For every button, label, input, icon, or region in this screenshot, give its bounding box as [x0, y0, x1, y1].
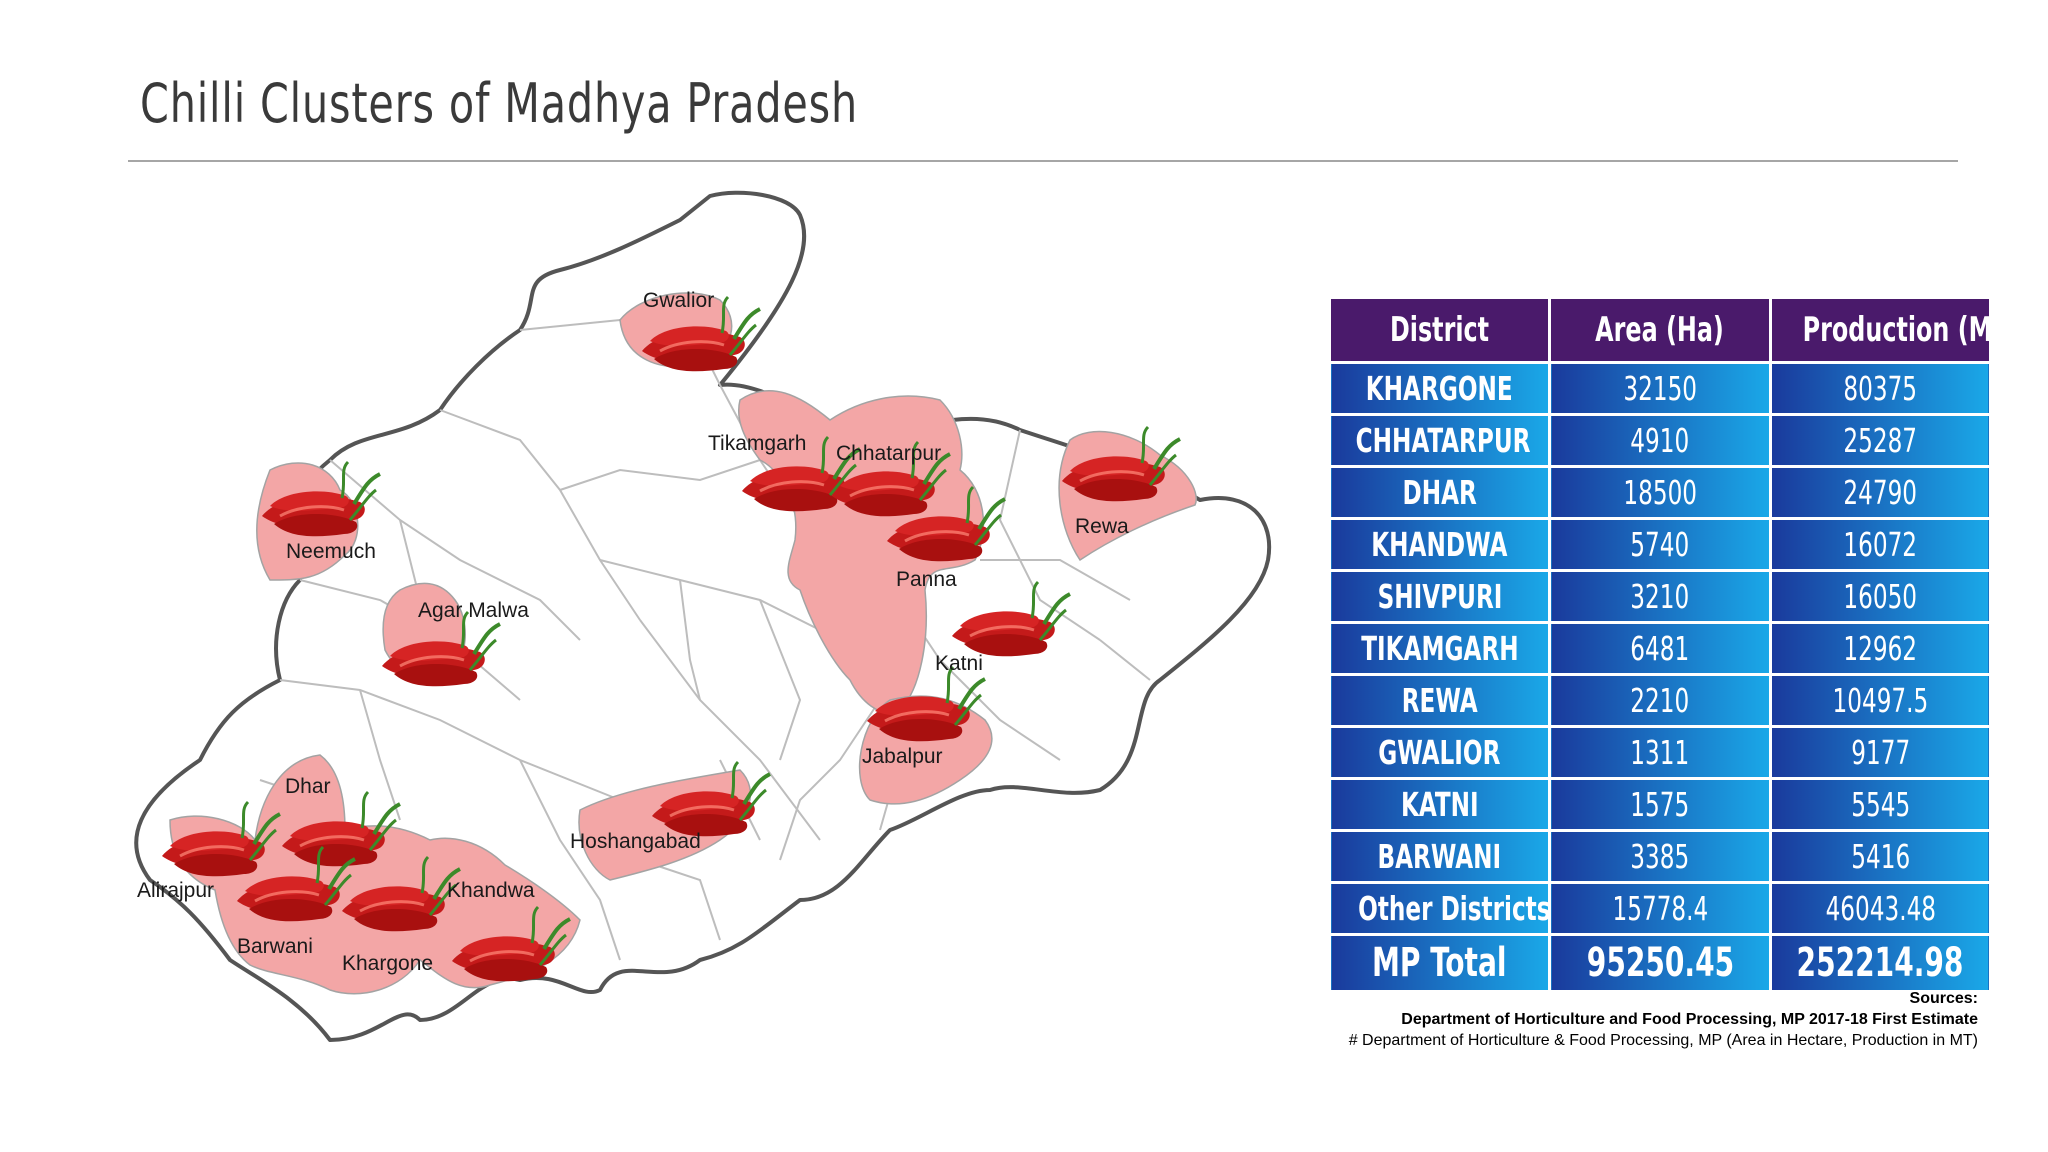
table-cell-district: KATNI: [1327, 777, 1552, 832]
table-cell-area: 2210: [1548, 673, 1772, 728]
label-hoshangabad: Hoshangabad: [570, 830, 701, 853]
table-cell-production: 5545: [1768, 777, 1993, 832]
header-district: District: [1327, 296, 1552, 364]
table-cell-production: 25287: [1768, 413, 1993, 468]
page-title: Chilli Clusters of Madhya Pradesh: [140, 72, 859, 135]
table-cell-production: 9177: [1768, 725, 1993, 780]
sources-heading: Sources:: [1909, 990, 1978, 1007]
title-divider: [128, 160, 1958, 162]
header-area: Area (Ha): [1548, 296, 1772, 364]
table-cell-area: 3385: [1548, 829, 1772, 884]
table-row: TIKAMGARH 6481 12962: [1327, 621, 1993, 676]
label-tikamgarh: Tikamgarh: [708, 432, 806, 455]
table-cell-production: 80375: [1768, 361, 1993, 416]
table-cell-district: Other Districts: [1327, 881, 1552, 936]
table-cell-district: CHHATARPUR: [1327, 413, 1552, 468]
label-panna: Panna: [896, 568, 957, 591]
table-cell-district: TIKAMGARH: [1327, 621, 1552, 676]
table-cell-area: 5740: [1548, 517, 1772, 572]
table-header-row: District Area (Ha) Production (MT): [1327, 296, 1993, 364]
label-neemuch: Neemuch: [286, 540, 376, 563]
table-cell-district: DHAR: [1327, 465, 1552, 520]
table-cell-production: 46043.48: [1768, 881, 1993, 936]
table-row: DHAR 18500 24790: [1327, 465, 1993, 520]
cluster-southwest: [169, 754, 581, 995]
table-cell-district: MP Total: [1327, 933, 1552, 993]
table-cell-production: 10497.5: [1768, 673, 1993, 728]
table-row: CHHATARPUR 4910 25287: [1327, 413, 1993, 468]
table-cell-production: 12962: [1768, 621, 1993, 676]
table-cell-production: 252214.98: [1768, 933, 1993, 993]
table-row: REWA 2210 10497.5: [1327, 673, 1993, 728]
label-dhar: Dhar: [285, 775, 331, 798]
table-cell-production: 16050: [1768, 569, 1993, 624]
table-cell-area: 32150: [1548, 361, 1772, 416]
table-cell-district: KHANDWA: [1327, 517, 1552, 572]
label-barwani: Barwani: [237, 935, 313, 958]
label-gwalior: Gwalior: [643, 289, 714, 312]
table-cell-district: GWALIOR: [1327, 725, 1552, 780]
label-khargone: Khargone: [342, 952, 433, 975]
label-agar-malwa: Agar Malwa: [418, 599, 529, 622]
label-jabalpur: Jabalpur: [862, 745, 943, 768]
table-cell-area: 18500: [1548, 465, 1772, 520]
district-labels: Gwalior Tikamgarh Chhatarpur Rewa Neemuc…: [137, 289, 1129, 975]
table-cell-production: 16072: [1768, 517, 1993, 572]
table-row: SHIVPURI 3210 16050: [1327, 569, 1993, 624]
table-cell-area: 1311: [1548, 725, 1772, 780]
mp-map: Gwalior Tikamgarh Chhatarpur Rewa Neemuc…: [134, 190, 1272, 1042]
label-khandwa: Khandwa: [447, 879, 535, 902]
table-cell-district: SHIVPURI: [1327, 569, 1552, 624]
table-cell-production: 24790: [1768, 465, 1993, 520]
table-row: KHARGONE 32150 80375: [1327, 361, 1993, 416]
label-alirajpur: Alirajpur: [137, 879, 214, 902]
label-rewa: Rewa: [1075, 515, 1129, 538]
table-total-row: MP Total 95250.45 252214.98: [1327, 933, 1993, 993]
table-cell-district: BARWANI: [1327, 829, 1552, 884]
table-cell-area: 4910: [1548, 413, 1772, 468]
sources-line-2: # Department of Horticulture & Food Proc…: [1348, 1032, 1978, 1049]
table-cell-production: 5416: [1768, 829, 1993, 884]
header-production: Production (MT): [1768, 296, 1993, 364]
sources-block: Sources: Department of Horticulture and …: [1349, 988, 1978, 1051]
sources-line-1: Department of Horticulture and Food Proc…: [1401, 1011, 1978, 1028]
table-row: KHANDWA 5740 16072: [1327, 517, 1993, 572]
table-cell-area: 15778.4: [1548, 881, 1772, 936]
label-chhatarpur: Chhatarpur: [836, 442, 941, 465]
table-row: Other Districts 15778.4 46043.48: [1327, 881, 1993, 936]
table-cell-area: 95250.45: [1548, 933, 1772, 993]
table-cell-area: 6481: [1548, 621, 1772, 676]
table-cell-district: REWA: [1327, 673, 1552, 728]
production-table: District Area (Ha) Production (MT) KHARG…: [1327, 296, 1993, 993]
label-katni: Katni: [935, 652, 983, 675]
map-container: Gwalior Tikamgarh Chhatarpur Rewa Neemuc…: [134, 190, 1272, 1042]
table-row: BARWANI 3385 5416: [1327, 829, 1993, 884]
table-row: GWALIOR 1311 9177: [1327, 725, 1993, 780]
table-cell-area: 1575: [1548, 777, 1772, 832]
table-cell-area: 3210: [1548, 569, 1772, 624]
table-row: KATNI 1575 5545: [1327, 777, 1993, 832]
table-cell-district: KHARGONE: [1327, 361, 1552, 416]
